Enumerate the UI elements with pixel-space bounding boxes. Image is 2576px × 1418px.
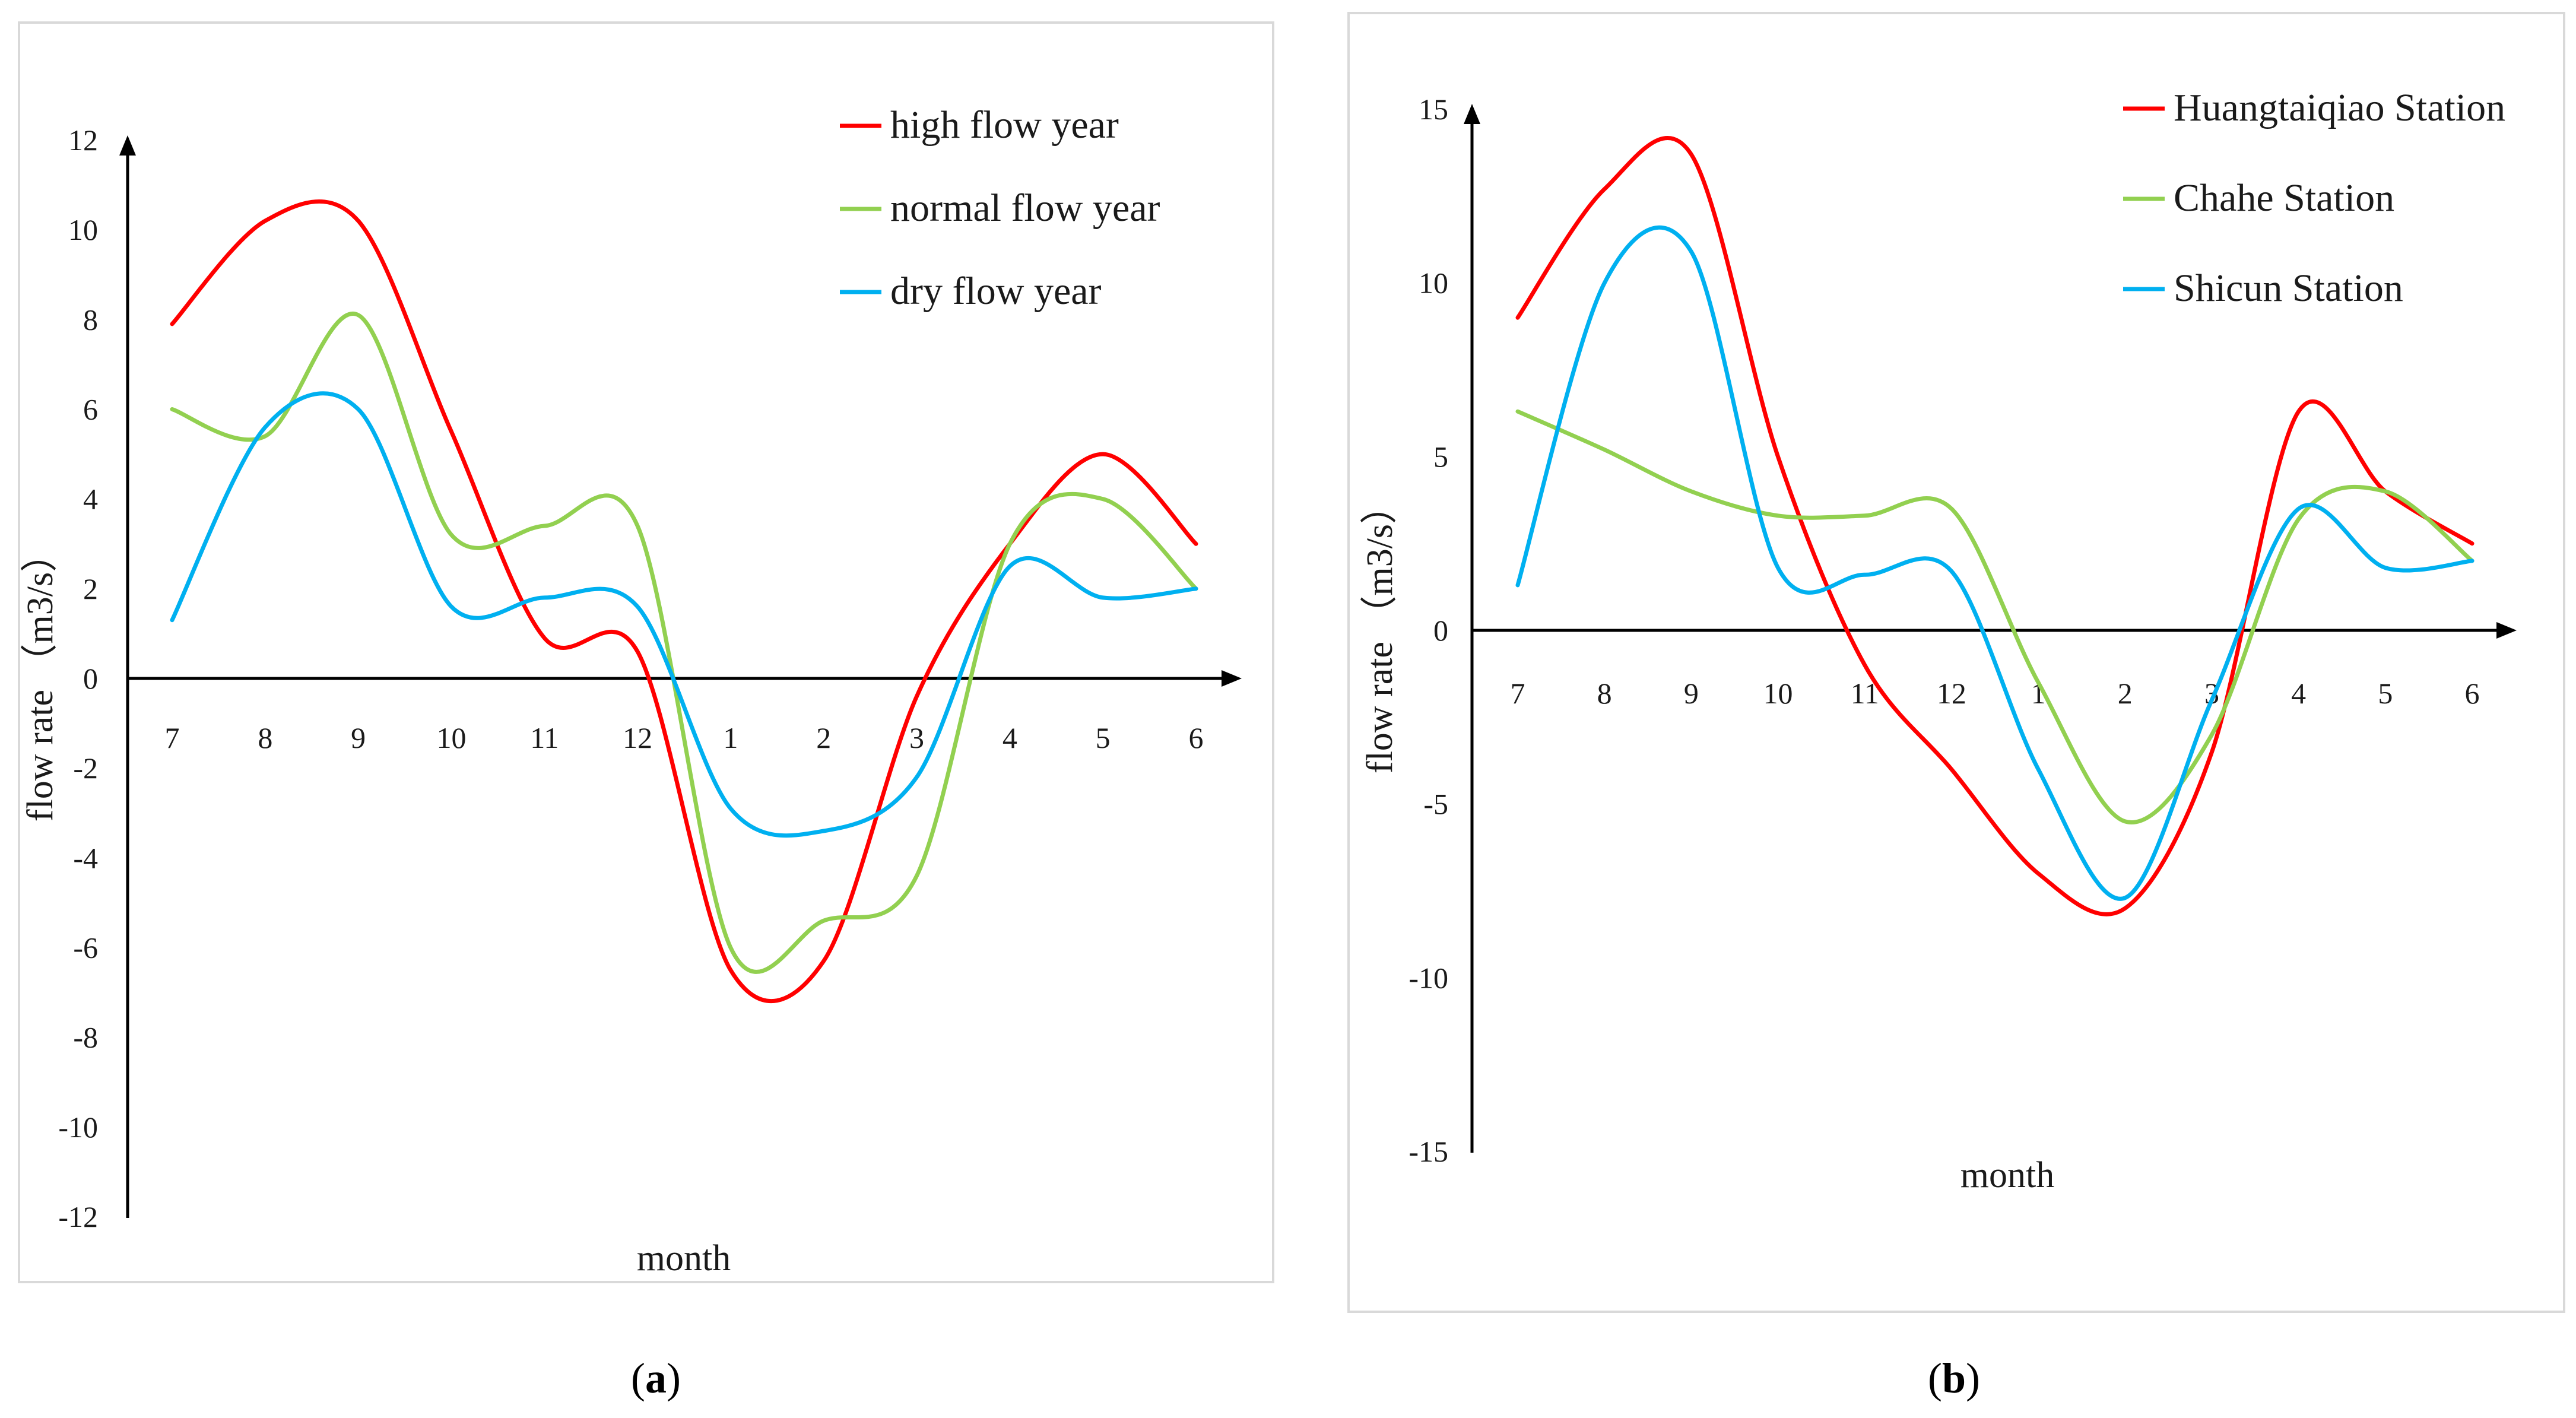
y-tick-label: 5 <box>1433 440 1448 473</box>
series-line-b-2 <box>1515 409 2475 824</box>
legend-label: Shicun Station <box>2174 267 2403 310</box>
x-tick-label: 2 <box>2118 677 2133 710</box>
y-tick-label: 0 <box>83 662 98 695</box>
x-axis-title: month <box>637 1238 731 1279</box>
y-tick-label: 2 <box>83 572 98 605</box>
y-tick-label: 4 <box>83 483 98 516</box>
y-tick-label: 15 <box>1419 93 1448 126</box>
series-line-a-2 <box>170 312 1198 974</box>
y-tick-label: -15 <box>1408 1135 1448 1168</box>
y-tick-label: 6 <box>83 393 98 426</box>
legend-label: Huangtaiqiao Station <box>2174 86 2505 129</box>
y-axis-arrow <box>119 135 136 156</box>
x-tick-label: 5 <box>2378 677 2393 710</box>
x-tick-label: 12 <box>623 721 652 754</box>
x-tick-label: 5 <box>1096 721 1111 754</box>
series-line-a-3 <box>170 391 1198 838</box>
y-tick-label: 10 <box>68 213 98 246</box>
legend-label: normal flow year <box>890 186 1160 230</box>
y-axis-title: flow rate （m3/s） <box>1360 487 1400 773</box>
x-tick-label: 1 <box>723 721 738 754</box>
x-tick-label: 10 <box>1763 677 1793 710</box>
panel-caption-a: (a) <box>631 1354 681 1402</box>
y-tick-label: 8 <box>83 303 98 336</box>
legend-label: high flow year <box>890 103 1119 147</box>
x-axis-arrow <box>1222 670 1242 687</box>
y-tick-label: -12 <box>58 1200 98 1233</box>
y-tick-label: -10 <box>1408 961 1448 994</box>
panel-frame-b <box>1347 12 2565 1313</box>
series-line-b-3 <box>1515 225 2475 901</box>
y-tick-label: -2 <box>73 751 98 785</box>
x-tick-label: 7 <box>1511 677 1525 710</box>
y-tick-label: 0 <box>1433 614 1448 647</box>
x-tick-label: 8 <box>258 721 272 754</box>
x-axis-arrow <box>2496 622 2517 639</box>
x-tick-label: 2 <box>816 721 831 754</box>
x-tick-label: 8 <box>1597 677 1612 710</box>
y-tick-label: -4 <box>73 841 98 874</box>
y-tick-label: -5 <box>1423 788 1448 821</box>
x-tick-label: 4 <box>2291 677 2306 710</box>
x-tick-label: 12 <box>1937 677 1966 710</box>
y-axis-arrow <box>1464 104 1480 124</box>
y-tick-label: -6 <box>73 931 98 965</box>
y-tick-label: -8 <box>73 1021 98 1054</box>
panel-frame-a <box>18 21 1274 1283</box>
legend-label: dry flow year <box>890 269 1102 313</box>
x-tick-label: 4 <box>1003 721 1017 754</box>
x-axis-title: month <box>1960 1155 2054 1195</box>
legend-label: Chahe Station <box>2174 176 2394 220</box>
x-tick-label: 9 <box>1684 677 1699 710</box>
x-tick-label: 10 <box>436 721 466 754</box>
x-tick-label: 7 <box>165 721 180 754</box>
x-tick-label: 6 <box>2465 677 2480 710</box>
x-tick-label: 11 <box>530 721 559 754</box>
y-tick-label: 10 <box>1419 267 1448 300</box>
x-tick-label: 3 <box>909 721 924 754</box>
x-tick-label: 9 <box>351 721 366 754</box>
y-tick-label: 12 <box>68 123 98 157</box>
x-tick-label: 6 <box>1189 721 1204 754</box>
y-tick-label: -10 <box>58 1111 98 1144</box>
panel-caption-b: (b) <box>1928 1354 1980 1402</box>
y-axis-title: flow rate （m3/s） <box>20 535 61 821</box>
series-line-b-1 <box>1515 136 2475 916</box>
